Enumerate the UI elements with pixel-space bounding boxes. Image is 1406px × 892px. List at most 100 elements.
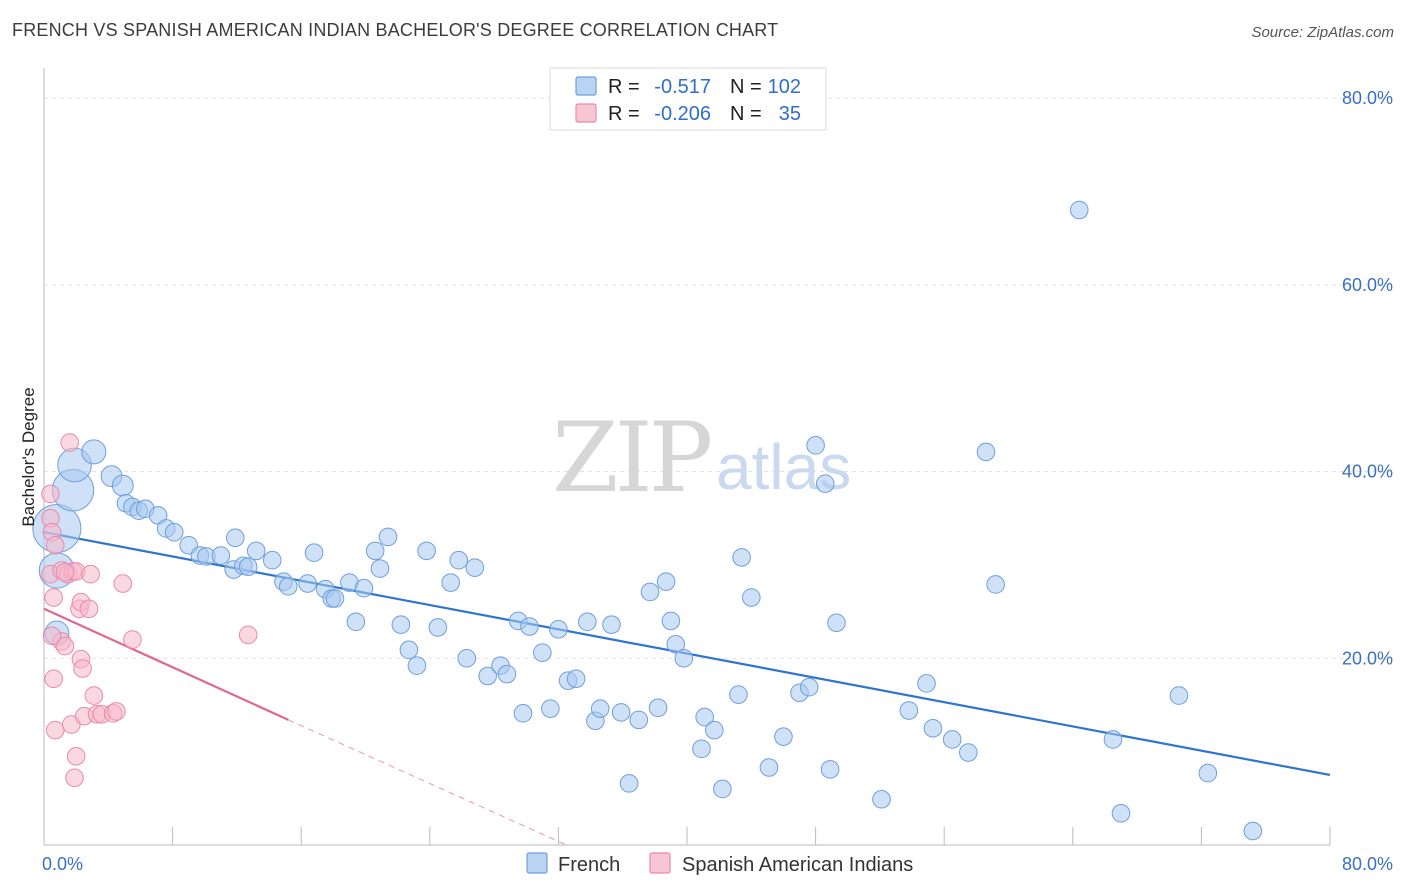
french-point [692,739,711,759]
french-point [441,573,460,592]
stats-legend-n-value-spanish: 35 [779,103,801,125]
french-point [354,578,374,598]
french-point [806,436,825,455]
french-point [111,474,134,497]
spanish-trend-extension [288,719,567,846]
french-point [497,664,517,684]
source-label: Source: ZipAtlas.com [1251,24,1394,41]
legend-label-french: French [558,854,620,876]
french-point [917,674,936,693]
french-point [732,548,751,567]
stats-legend-r-value-spanish: -0.206 [654,103,711,125]
stats-legend-r-label-spanish: R = [608,103,640,125]
french-point [578,612,597,632]
french-point [449,550,469,570]
french-point [211,546,231,565]
french-point [533,643,552,662]
french-point [1111,803,1131,823]
french-point [611,703,631,722]
french-point [457,648,477,668]
chart-title: FRENCH VS SPANISH AMERICAN INDIAN BACHEL… [12,20,779,40]
french-point [705,720,724,740]
french-point [666,634,686,654]
french-point [799,677,819,697]
french-point [346,612,366,632]
legend-swatch-spanish [649,852,671,874]
spanish-point [65,768,84,788]
watermark: ZIP atlas [552,402,851,514]
french-point [1243,821,1263,841]
y-tick-label: 20.0% [1342,648,1393,668]
french-point [262,550,282,570]
y-tick-label: 40.0% [1342,462,1393,482]
french-point [872,789,891,809]
french-point [298,574,317,593]
french-point [629,710,649,730]
french-point [815,474,835,493]
stats-legend-r-label-french: R = [608,76,640,98]
stats-legend-swatch-spanish [575,103,597,123]
french-point [246,541,266,561]
spanish-point [84,686,104,705]
spanish-point [107,702,126,721]
spanish-point [79,599,99,619]
french-point [674,648,694,668]
french-point [541,699,560,718]
french-point [1169,686,1189,705]
french-point [81,439,107,465]
french-point [365,541,385,561]
stats-legend-swatch-french [575,76,597,96]
series-legend: French Spanish American Indians [526,852,913,876]
french-point [820,760,840,779]
spanish-point [238,625,258,645]
french-point [899,701,919,720]
spanish-point [123,630,142,649]
french-point [513,704,533,723]
french-point [729,685,748,704]
data-points [32,200,1263,841]
spanish-trend-line [43,607,289,721]
stats-legend-r-value-french: -0.517 [654,76,711,98]
french-point [304,543,324,563]
french-point [590,699,610,718]
spanish-point [42,626,62,646]
x-tick-label: 0.0% [42,854,83,874]
french-point [759,758,779,777]
french-point [225,528,245,548]
watermark-atlas: atlas [716,431,851,503]
french-point [325,589,345,608]
french-point [923,718,943,738]
french-point [549,620,568,639]
french-point [656,572,676,591]
french-point [279,577,298,596]
spanish-point [55,563,75,582]
french-point [827,613,846,633]
x-tick-label: 80.0% [1342,854,1393,874]
stats-legend-n-value-french: 102 [768,76,801,98]
legend-label-spanish: Spanish American Indians [682,854,913,876]
french-point [619,774,639,793]
spanish-point [81,564,100,584]
spanish-point [44,669,63,689]
french-point [695,707,714,727]
french-point [640,582,660,602]
y-tick-label: 60.0% [1342,275,1393,295]
spanish-point [44,588,63,607]
y-axis-title: Bachelor's Degree [19,387,38,526]
french-point [378,527,398,547]
french-point [1198,763,1218,783]
french-point [520,617,539,636]
spanish-point [62,715,81,734]
spanish-point [113,574,133,593]
french-point [713,779,732,799]
french-point [602,615,621,634]
french-point [238,557,258,577]
tick-labels: 20.0% 40.0% 60.0% 80.0% 0.0% 80.0% [42,88,1393,874]
spanish-point [45,535,65,555]
french-point [976,442,996,462]
french-point [164,522,184,542]
french-point [478,666,497,686]
french-point [648,698,668,718]
french-point [942,730,962,749]
